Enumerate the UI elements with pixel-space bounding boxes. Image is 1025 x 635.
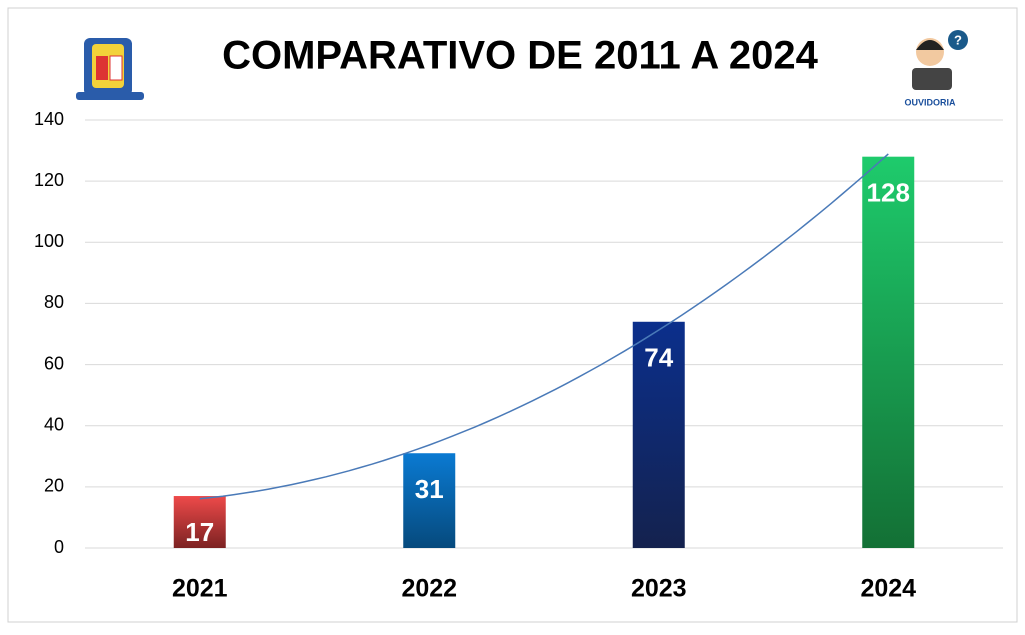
y-tick-label: 140 bbox=[34, 109, 64, 129]
y-tick-label: 100 bbox=[34, 231, 64, 251]
x-tick-label: 2024 bbox=[860, 575, 916, 603]
chart-title: COMPARATIVO DE 2011 A 2024 bbox=[222, 34, 819, 78]
right-logo: ? OUVIDORIA bbox=[904, 30, 968, 107]
data-label: 31 bbox=[415, 474, 444, 504]
x-tick-label: 2022 bbox=[401, 575, 457, 603]
bar bbox=[632, 321, 685, 548]
trendline bbox=[199, 153, 889, 500]
svg-text:?: ? bbox=[954, 32, 962, 47]
bar bbox=[403, 453, 456, 548]
bar bbox=[862, 156, 915, 548]
logo-label: OUVIDORIA bbox=[904, 97, 956, 107]
data-label: 74 bbox=[644, 343, 673, 373]
x-tick-label: 2023 bbox=[631, 575, 687, 603]
y-tick-label: 120 bbox=[34, 170, 64, 190]
y-tick-label: 40 bbox=[44, 414, 64, 434]
left-logo bbox=[76, 38, 144, 100]
y-tick-label: 60 bbox=[44, 353, 64, 373]
y-tick-label: 0 bbox=[54, 537, 64, 557]
y-tick-label: 20 bbox=[44, 476, 64, 496]
bar bbox=[173, 496, 226, 548]
data-label: 128 bbox=[867, 178, 910, 208]
x-tick-label: 2021 bbox=[172, 575, 228, 603]
data-label: 17 bbox=[185, 517, 214, 547]
y-tick-label: 80 bbox=[44, 292, 64, 312]
